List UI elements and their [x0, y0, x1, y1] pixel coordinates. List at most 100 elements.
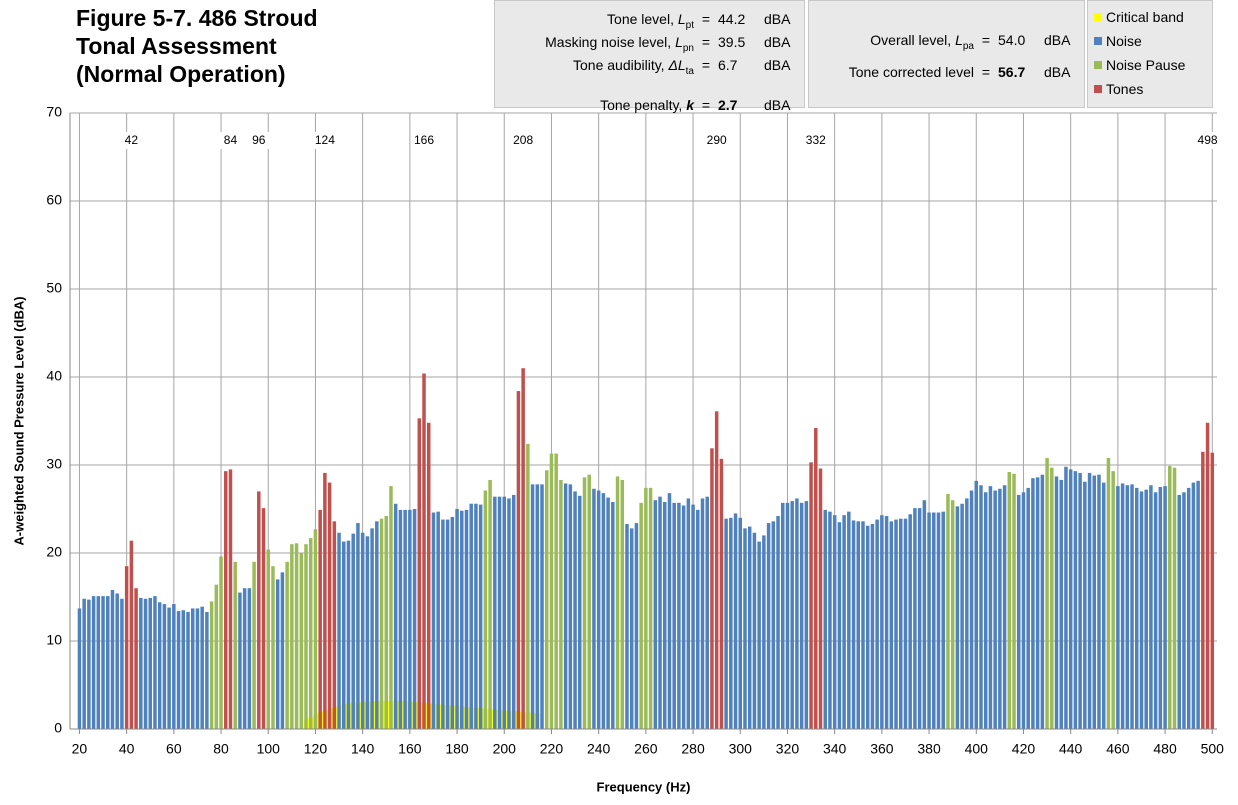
bar — [1021, 492, 1026, 729]
bar — [851, 520, 856, 729]
bar — [842, 515, 846, 729]
bar — [417, 418, 422, 729]
x-tick-label: 100 — [257, 741, 281, 757]
info-grid: Tone level, Lpt = 44.2 dBA Masking noise lev… — [495, 11, 804, 114]
bar — [644, 487, 648, 729]
bar — [464, 509, 469, 729]
bar — [908, 514, 912, 729]
x-tick-label: 140 — [351, 741, 375, 757]
bar — [535, 484, 540, 729]
bar — [441, 519, 445, 729]
tone-label: 166 — [414, 133, 434, 147]
bar — [398, 509, 403, 729]
bar — [422, 373, 426, 729]
bar — [412, 509, 417, 729]
y-tick-label: 70 — [46, 104, 62, 120]
bar — [1087, 472, 1092, 729]
bar — [903, 518, 908, 729]
info-value: 56.7 — [998, 63, 1026, 80]
bar — [601, 493, 606, 729]
info-label-cell: Overall level, Lpa — [849, 32, 974, 55]
bar — [294, 543, 299, 729]
info-subscript: pa — [962, 40, 974, 52]
info-label-cell: Tone corrected level — [849, 64, 974, 81]
bar — [818, 468, 823, 729]
bar — [804, 501, 809, 729]
bar — [1078, 472, 1082, 729]
info-subscript: pt — [685, 19, 694, 31]
bar — [856, 521, 861, 729]
bar — [167, 607, 171, 729]
bar — [677, 502, 681, 729]
bar — [157, 602, 162, 729]
bar — [493, 496, 497, 729]
bar — [1064, 466, 1068, 729]
x-tick-label: 40 — [119, 741, 135, 757]
tone-label-bg — [703, 132, 730, 149]
bar — [606, 497, 610, 729]
bar — [993, 490, 997, 729]
bar — [922, 500, 927, 729]
bar — [559, 479, 563, 729]
bar — [738, 517, 743, 729]
bar — [351, 533, 355, 729]
x-tick-label: 20 — [72, 741, 88, 757]
legend-item: Noise Pause — [1094, 53, 1212, 77]
tone-label: 290 — [707, 133, 727, 147]
bar — [101, 596, 105, 729]
bar — [1031, 478, 1035, 729]
bar — [1106, 457, 1111, 729]
info-eq: = — [701, 97, 711, 114]
info-unit: dBA — [1044, 63, 1071, 80]
bar — [511, 494, 516, 729]
info-grid: Overall level, Lpa = 54.0 dBA Tone corrected… — [809, 32, 1084, 81]
bar — [875, 519, 879, 729]
bar — [507, 498, 511, 729]
bar — [814, 428, 818, 729]
tone-label-bg — [245, 132, 272, 149]
bar — [1144, 489, 1148, 729]
bar — [950, 500, 955, 729]
bar — [639, 502, 643, 729]
y-tick-label: 30 — [46, 456, 62, 472]
bar — [190, 608, 195, 729]
bar — [82, 598, 86, 729]
legend-label: Noise — [1106, 33, 1142, 49]
bar — [752, 532, 757, 729]
bar — [214, 584, 219, 729]
bar — [455, 509, 459, 729]
bar — [1097, 474, 1101, 729]
bar — [1012, 473, 1016, 729]
bar — [884, 516, 889, 729]
bar — [1153, 492, 1158, 729]
info-symbol: L — [677, 11, 686, 27]
bar — [747, 526, 752, 729]
bar — [1196, 480, 1200, 729]
legend-swatch — [1094, 61, 1102, 69]
bar — [766, 523, 771, 729]
bar — [497, 496, 502, 729]
bar — [356, 523, 360, 729]
bar — [762, 535, 766, 729]
bar — [488, 479, 492, 729]
bar — [209, 601, 214, 729]
info-eq: = — [701, 33, 711, 50]
bar — [1101, 482, 1106, 729]
info-label: Tone corrected level — [848, 63, 974, 80]
bar — [242, 588, 247, 729]
bar — [172, 604, 176, 729]
bar — [648, 487, 653, 729]
info-symbol: L — [675, 33, 683, 50]
bar — [1083, 481, 1087, 729]
tone-label-bg — [411, 132, 438, 149]
bar — [1177, 494, 1181, 729]
bar — [969, 490, 974, 729]
bar — [469, 503, 473, 729]
bar — [87, 599, 91, 729]
legend-label: Critical band — [1106, 9, 1184, 25]
y-tick-label: 0 — [54, 720, 62, 736]
bar — [195, 608, 200, 729]
bar — [1158, 487, 1163, 729]
bar — [106, 596, 110, 729]
